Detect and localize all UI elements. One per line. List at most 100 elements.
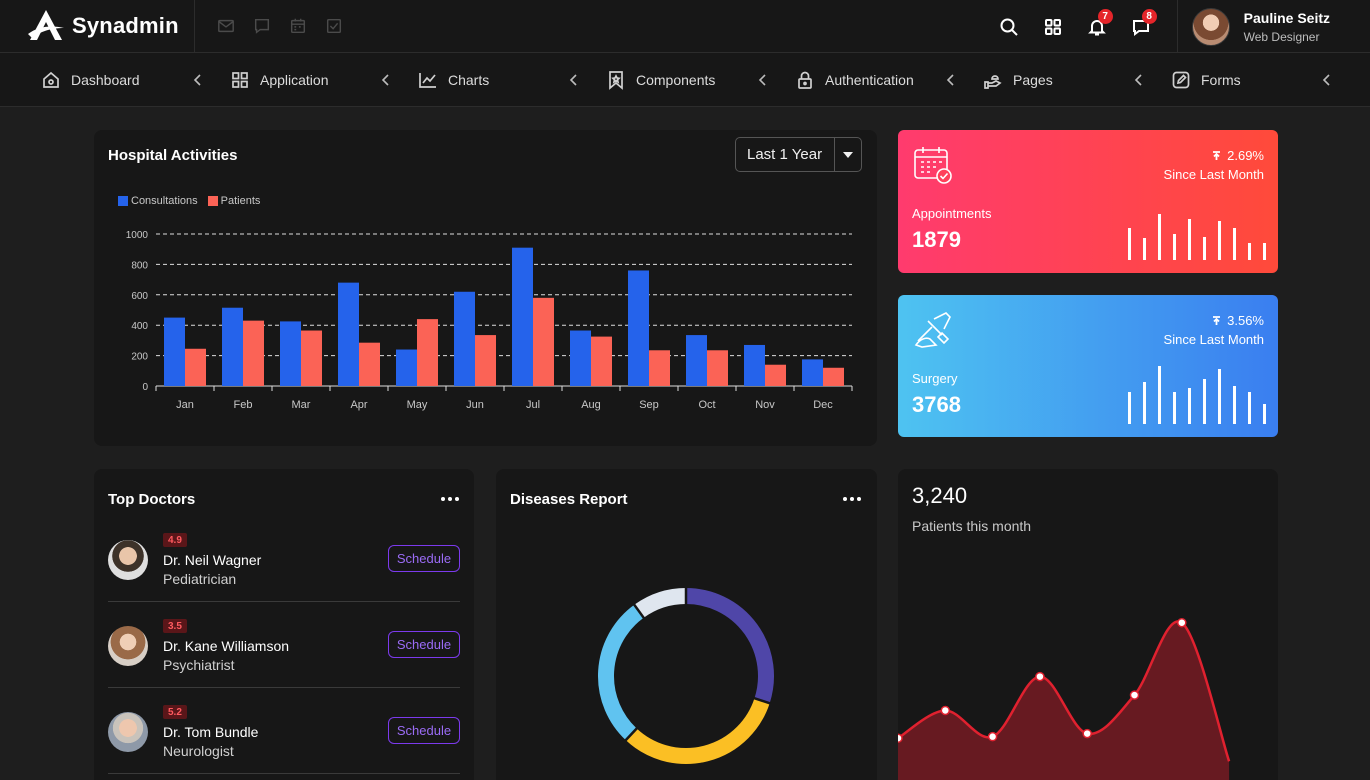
user-name: Pauline Seitz [1243, 9, 1330, 26]
bar-consultations-nov[interactable] [744, 344, 765, 386]
area-point-3[interactable] [1035, 671, 1045, 682]
chevron-left-icon[interactable] [191, 73, 205, 87]
rating-badge: 4.9 [163, 533, 187, 547]
chevron-left-icon[interactable] [1320, 73, 1334, 87]
legend-label-1: Patients [220, 195, 261, 207]
bar-consultations-sep[interactable] [628, 270, 649, 386]
bar-patients-jun[interactable] [475, 335, 496, 386]
slice-separator [753, 696, 772, 705]
bar-consultations-aug[interactable] [570, 330, 591, 386]
schedule-button[interactable]: Schedule [388, 717, 460, 744]
stat-change-value: 2.69% [1227, 148, 1264, 163]
bar-consultations-oct[interactable] [686, 335, 707, 386]
donut-slice-1[interactable] [625, 698, 770, 764]
bar-patients-sep[interactable] [649, 350, 670, 386]
patients-label: Patients this month [912, 518, 1032, 534]
mini-bar-chart [1128, 214, 1266, 260]
legend-item-1[interactable]: Patients [207, 195, 261, 207]
search-button[interactable] [987, 0, 1031, 53]
bar-consultations-feb[interactable] [222, 307, 243, 386]
nav-authentication[interactable]: Authentication [795, 53, 914, 107]
area-point-0[interactable] [898, 733, 903, 743]
bar-consultations-apr[interactable] [338, 282, 359, 386]
stat-label: Appointments [912, 206, 992, 221]
caret-down-icon[interactable] [835, 138, 861, 171]
user-role: Web Designer [1243, 29, 1320, 44]
area-point-6[interactable] [1177, 617, 1187, 628]
area-point-5[interactable] [1129, 690, 1140, 700]
nav-application[interactable]: Application [230, 53, 329, 107]
area-point-1[interactable] [940, 705, 951, 716]
bar-patients-oct[interactable] [707, 350, 728, 386]
area-fill [898, 621, 1230, 780]
y-tick-label: 0 [142, 382, 148, 393]
donut-slice-2[interactable] [598, 604, 644, 741]
nav-pages[interactable]: Pages [983, 53, 1053, 107]
legend-item-0[interactable]: Consultations [118, 195, 198, 207]
schedule-button[interactable]: Schedule [388, 545, 460, 572]
mini-bar [1143, 238, 1146, 260]
legend-label-0: Consultations [131, 195, 198, 207]
mini-bar-chart [1128, 366, 1266, 424]
bar-patients-nov[interactable] [765, 364, 786, 386]
nav-dashboard[interactable]: Dashboard [41, 53, 140, 107]
bar-patients-jan[interactable] [185, 348, 206, 386]
doctor-name[interactable]: Dr. Neil Wagner [163, 552, 262, 568]
nav-label: Charts [448, 72, 490, 88]
bar-patients-apr[interactable] [359, 342, 380, 386]
mail-icon[interactable] [217, 17, 235, 35]
nav-label: Forms [1201, 72, 1241, 88]
doctor-name[interactable]: Dr. Kane Williamson [163, 638, 290, 654]
main-nav: Dashboard Application Charts Components … [0, 53, 1370, 107]
apps-button[interactable] [1031, 0, 1075, 53]
bar-consultations-mar[interactable] [280, 321, 301, 386]
bar-consultations-dec[interactable] [802, 359, 823, 386]
bar-patients-jul[interactable] [533, 297, 554, 386]
bar-patients-aug[interactable] [591, 336, 612, 386]
stat-change: 3.56% [1212, 313, 1264, 328]
nav-charts[interactable]: Charts [418, 53, 489, 107]
avatar [108, 626, 148, 666]
bar-patients-feb[interactable] [243, 320, 264, 386]
chevron-left-icon[interactable] [944, 73, 958, 87]
bar-consultations-may[interactable] [396, 349, 417, 386]
doctor-name[interactable]: Dr. Tom Bundle [163, 724, 259, 740]
schedule-button[interactable]: Schedule [388, 631, 460, 658]
nav-components[interactable]: Components [606, 53, 715, 107]
avatar [1191, 7, 1230, 46]
checkbox-icon[interactable] [325, 17, 343, 35]
chevron-left-icon[interactable] [756, 73, 770, 87]
more-options-icon[interactable] [441, 497, 459, 501]
logo[interactable]: Synadmin [0, 0, 195, 53]
bar-consultations-jul[interactable] [512, 247, 533, 386]
hand-icon [984, 75, 1002, 89]
y-tick-label: 600 [131, 291, 148, 302]
bar-consultations-jan[interactable] [164, 317, 185, 386]
nav-forms[interactable]: Forms [1171, 53, 1241, 107]
card-title: Hospital Activities [108, 147, 238, 164]
area-point-2[interactable] [987, 731, 998, 742]
x-tick-label: Dec [813, 399, 833, 411]
chevron-left-icon[interactable] [1132, 73, 1146, 87]
quick-links [195, 17, 343, 35]
home-icon [43, 71, 59, 88]
more-options-icon[interactable] [843, 497, 861, 501]
chat-icon[interactable] [253, 17, 271, 35]
chevron-left-icon[interactable] [567, 73, 581, 87]
x-tick-label: May [407, 399, 428, 411]
bar-patients-may[interactable] [417, 319, 438, 386]
messages-button[interactable]: 8 [1119, 0, 1163, 53]
chevron-left-icon[interactable] [379, 73, 393, 87]
bar-patients-dec[interactable] [823, 367, 844, 386]
period-select[interactable]: Last 1 Year [735, 137, 862, 172]
arrow-up-icon [1213, 150, 1221, 160]
bar-consultations-jun[interactable] [454, 291, 475, 386]
calendar-icon[interactable] [289, 17, 307, 35]
donut-slice-0[interactable] [685, 588, 774, 704]
notifications-button[interactable]: 7 [1075, 0, 1119, 53]
area-point-4[interactable] [1082, 728, 1092, 739]
user-profile[interactable]: Pauline Seitz Web Designer [1176, 0, 1370, 53]
bar-patients-mar[interactable] [301, 330, 322, 386]
donut-slice-3[interactable] [634, 588, 687, 618]
chart-legend: Consultations Patients [118, 195, 260, 207]
